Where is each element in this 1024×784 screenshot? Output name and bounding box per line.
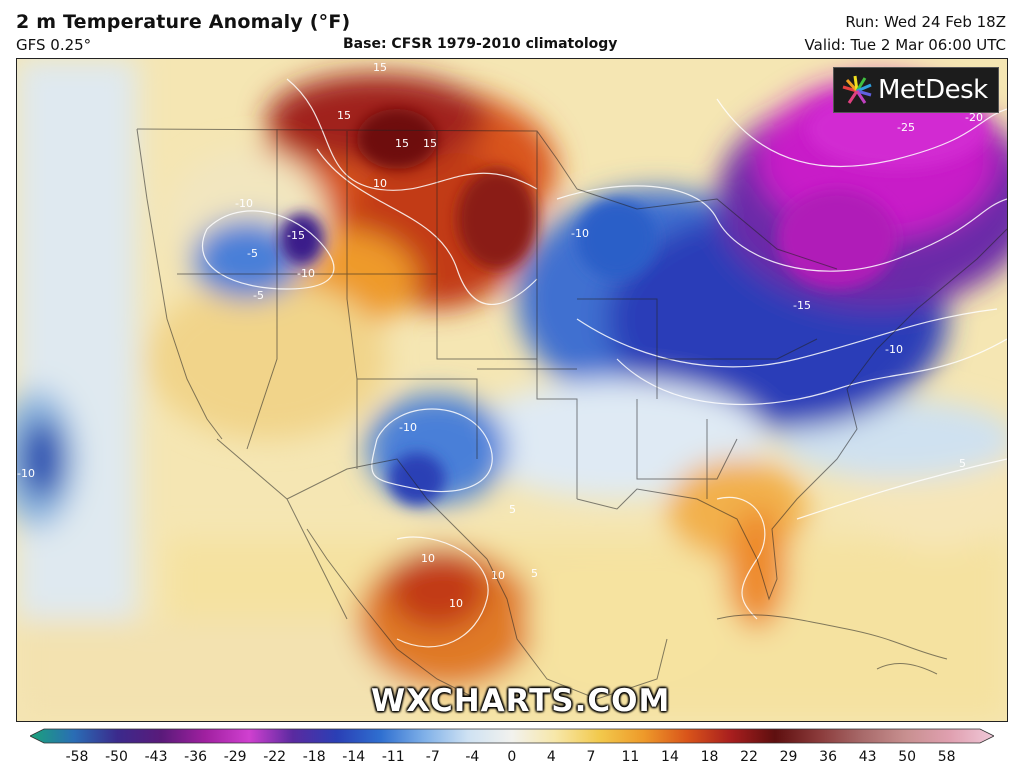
colorbar-tick: 58 bbox=[937, 749, 956, 765]
svg-text:-25: -25 bbox=[897, 121, 915, 134]
map-canvas: 15 15 15 15 10 -10 -10 -15 -5 -10 -10 -1… bbox=[17, 59, 1007, 721]
svg-text:-20: -20 bbox=[965, 111, 983, 124]
header: 2 m Temperature Anomaly (°F) GFS 0.25° B… bbox=[0, 0, 1024, 58]
colorbar-tick: 50 bbox=[898, 749, 917, 765]
svg-text:-10: -10 bbox=[17, 467, 35, 480]
colorbar-tick: -11 bbox=[381, 749, 405, 765]
svg-text:-10: -10 bbox=[885, 343, 903, 356]
colorbar-tick: 4 bbox=[546, 749, 556, 765]
svg-text:10: 10 bbox=[421, 552, 435, 565]
svg-text:10: 10 bbox=[449, 597, 463, 610]
svg-text:-5: -5 bbox=[253, 289, 264, 302]
svg-text:15: 15 bbox=[395, 137, 409, 150]
svg-text:5: 5 bbox=[509, 503, 516, 516]
run-time: Run: Wed 24 Feb 18Z bbox=[845, 13, 1006, 31]
colorbar-tick: -7 bbox=[425, 749, 440, 765]
colorbar-ticks: -58 -50 -43 -36 -29 -22 -18 -14 -11 -7 -4 0 4 7 11 14 18… bbox=[62, 749, 962, 771]
logo-text: MetDesk bbox=[878, 75, 988, 105]
metdesk-logo: MetDesk bbox=[833, 67, 999, 113]
colorbar-tick: 0 bbox=[507, 749, 517, 765]
colorbar-tick: -50 bbox=[105, 749, 128, 765]
svg-text:-5: -5 bbox=[247, 247, 258, 260]
contour-labels: 15 15 15 15 10 -10 -10 -15 -5 -10 -10 -1… bbox=[17, 61, 983, 610]
model-label: GFS 0.25° bbox=[16, 36, 92, 54]
anomaly-map[interactable]: 15 15 15 15 10 -10 -10 -15 -5 -10 -10 -1… bbox=[16, 58, 1008, 722]
svg-text:-10: -10 bbox=[399, 421, 417, 434]
svg-text:-10: -10 bbox=[571, 227, 589, 240]
svg-text:-15: -15 bbox=[287, 229, 305, 242]
colorbar-tick: 11 bbox=[621, 749, 640, 765]
svg-text:5: 5 bbox=[959, 457, 966, 470]
map-title: 2 m Temperature Anomaly (°F) bbox=[16, 11, 351, 33]
svg-text:-10: -10 bbox=[297, 267, 315, 280]
svg-text:5: 5 bbox=[531, 567, 538, 580]
colorbar-tick: 29 bbox=[779, 749, 798, 765]
colorbar-tick: 7 bbox=[586, 749, 596, 765]
colorbar-tick: -43 bbox=[144, 749, 168, 765]
svg-text:15: 15 bbox=[423, 137, 437, 150]
colorbar-tick: -4 bbox=[465, 749, 480, 765]
colorbar-tick: 43 bbox=[858, 749, 877, 765]
svg-text:15: 15 bbox=[373, 61, 387, 74]
colorbar-tick: -14 bbox=[342, 749, 366, 765]
svg-text:-10: -10 bbox=[235, 197, 253, 210]
svg-text:10: 10 bbox=[491, 569, 505, 582]
colorbar-tick: -22 bbox=[263, 749, 287, 765]
colorbar-tick: -36 bbox=[184, 749, 208, 765]
colorbar-tick: 18 bbox=[700, 749, 719, 765]
colorbar-tick: -58 bbox=[65, 749, 89, 765]
colorbar-tick: -18 bbox=[302, 749, 326, 765]
colorbar-tick: -29 bbox=[223, 749, 247, 765]
colorbar-tick: 14 bbox=[661, 749, 679, 765]
valid-time: Valid: Tue 2 Mar 06:00 UTC bbox=[804, 36, 1006, 54]
svg-text:15: 15 bbox=[337, 109, 351, 122]
watermark: WXCHARTS.COM bbox=[371, 683, 671, 719]
colorbar-tick: 22 bbox=[740, 749, 758, 765]
svg-text:10: 10 bbox=[373, 177, 387, 190]
colorbar bbox=[30, 728, 994, 744]
colorbar-tick: 36 bbox=[819, 749, 837, 765]
svg-text:-15: -15 bbox=[793, 299, 811, 312]
metdesk-logo-icon bbox=[842, 75, 872, 104]
climatology-base: Base: CFSR 1979-2010 climatology bbox=[343, 36, 618, 52]
